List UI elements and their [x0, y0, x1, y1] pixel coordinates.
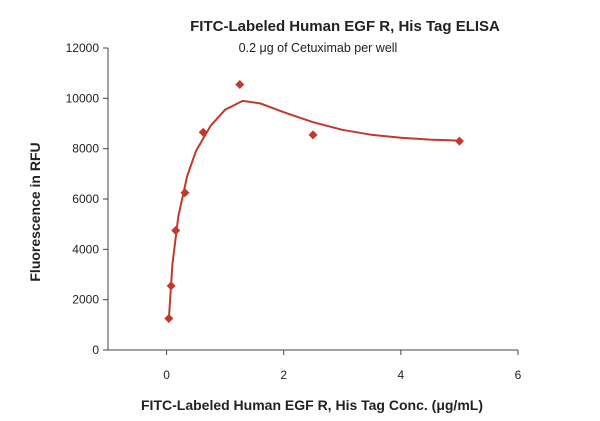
y-tick-label: 0: [92, 343, 99, 357]
x-tick-label: 2: [280, 368, 287, 382]
data-point: [166, 281, 176, 291]
data-point: [198, 127, 208, 137]
data-point: [180, 188, 190, 198]
y-tick-label: 2000: [72, 293, 99, 307]
x-tick-label: 0: [163, 368, 170, 382]
fit-curve: [167, 99, 460, 319]
y-tick-label: 4000: [72, 242, 99, 256]
data-point: [164, 314, 174, 324]
data-point: [454, 136, 464, 146]
chart-subtitle: 0.2 μg of Cetuximab per well: [239, 41, 398, 55]
x-axis-label: FITC-Labeled Human EGF R, His Tag Conc. …: [141, 397, 483, 413]
x-tick-label: 6: [515, 368, 522, 382]
y-tick-label: 6000: [72, 192, 99, 206]
x-ticks: 0 2 4 6: [163, 350, 522, 382]
data-point: [308, 130, 318, 140]
y-axis-label: Fluorescence in RFU: [27, 142, 43, 281]
data-markers: [164, 79, 464, 324]
data-point: [235, 79, 245, 89]
y-tick-label: 10000: [66, 91, 100, 105]
x-tick-label: 4: [398, 368, 405, 382]
chart-title: FITC-Labeled Human EGF R, His Tag ELISA: [190, 18, 500, 35]
y-tick-label: 8000: [72, 142, 99, 156]
y-tick-label: 12000: [66, 41, 100, 55]
y-ticks: 0 2000 4000 6000 8000 10000 12000: [66, 41, 108, 357]
data-point: [171, 225, 181, 235]
